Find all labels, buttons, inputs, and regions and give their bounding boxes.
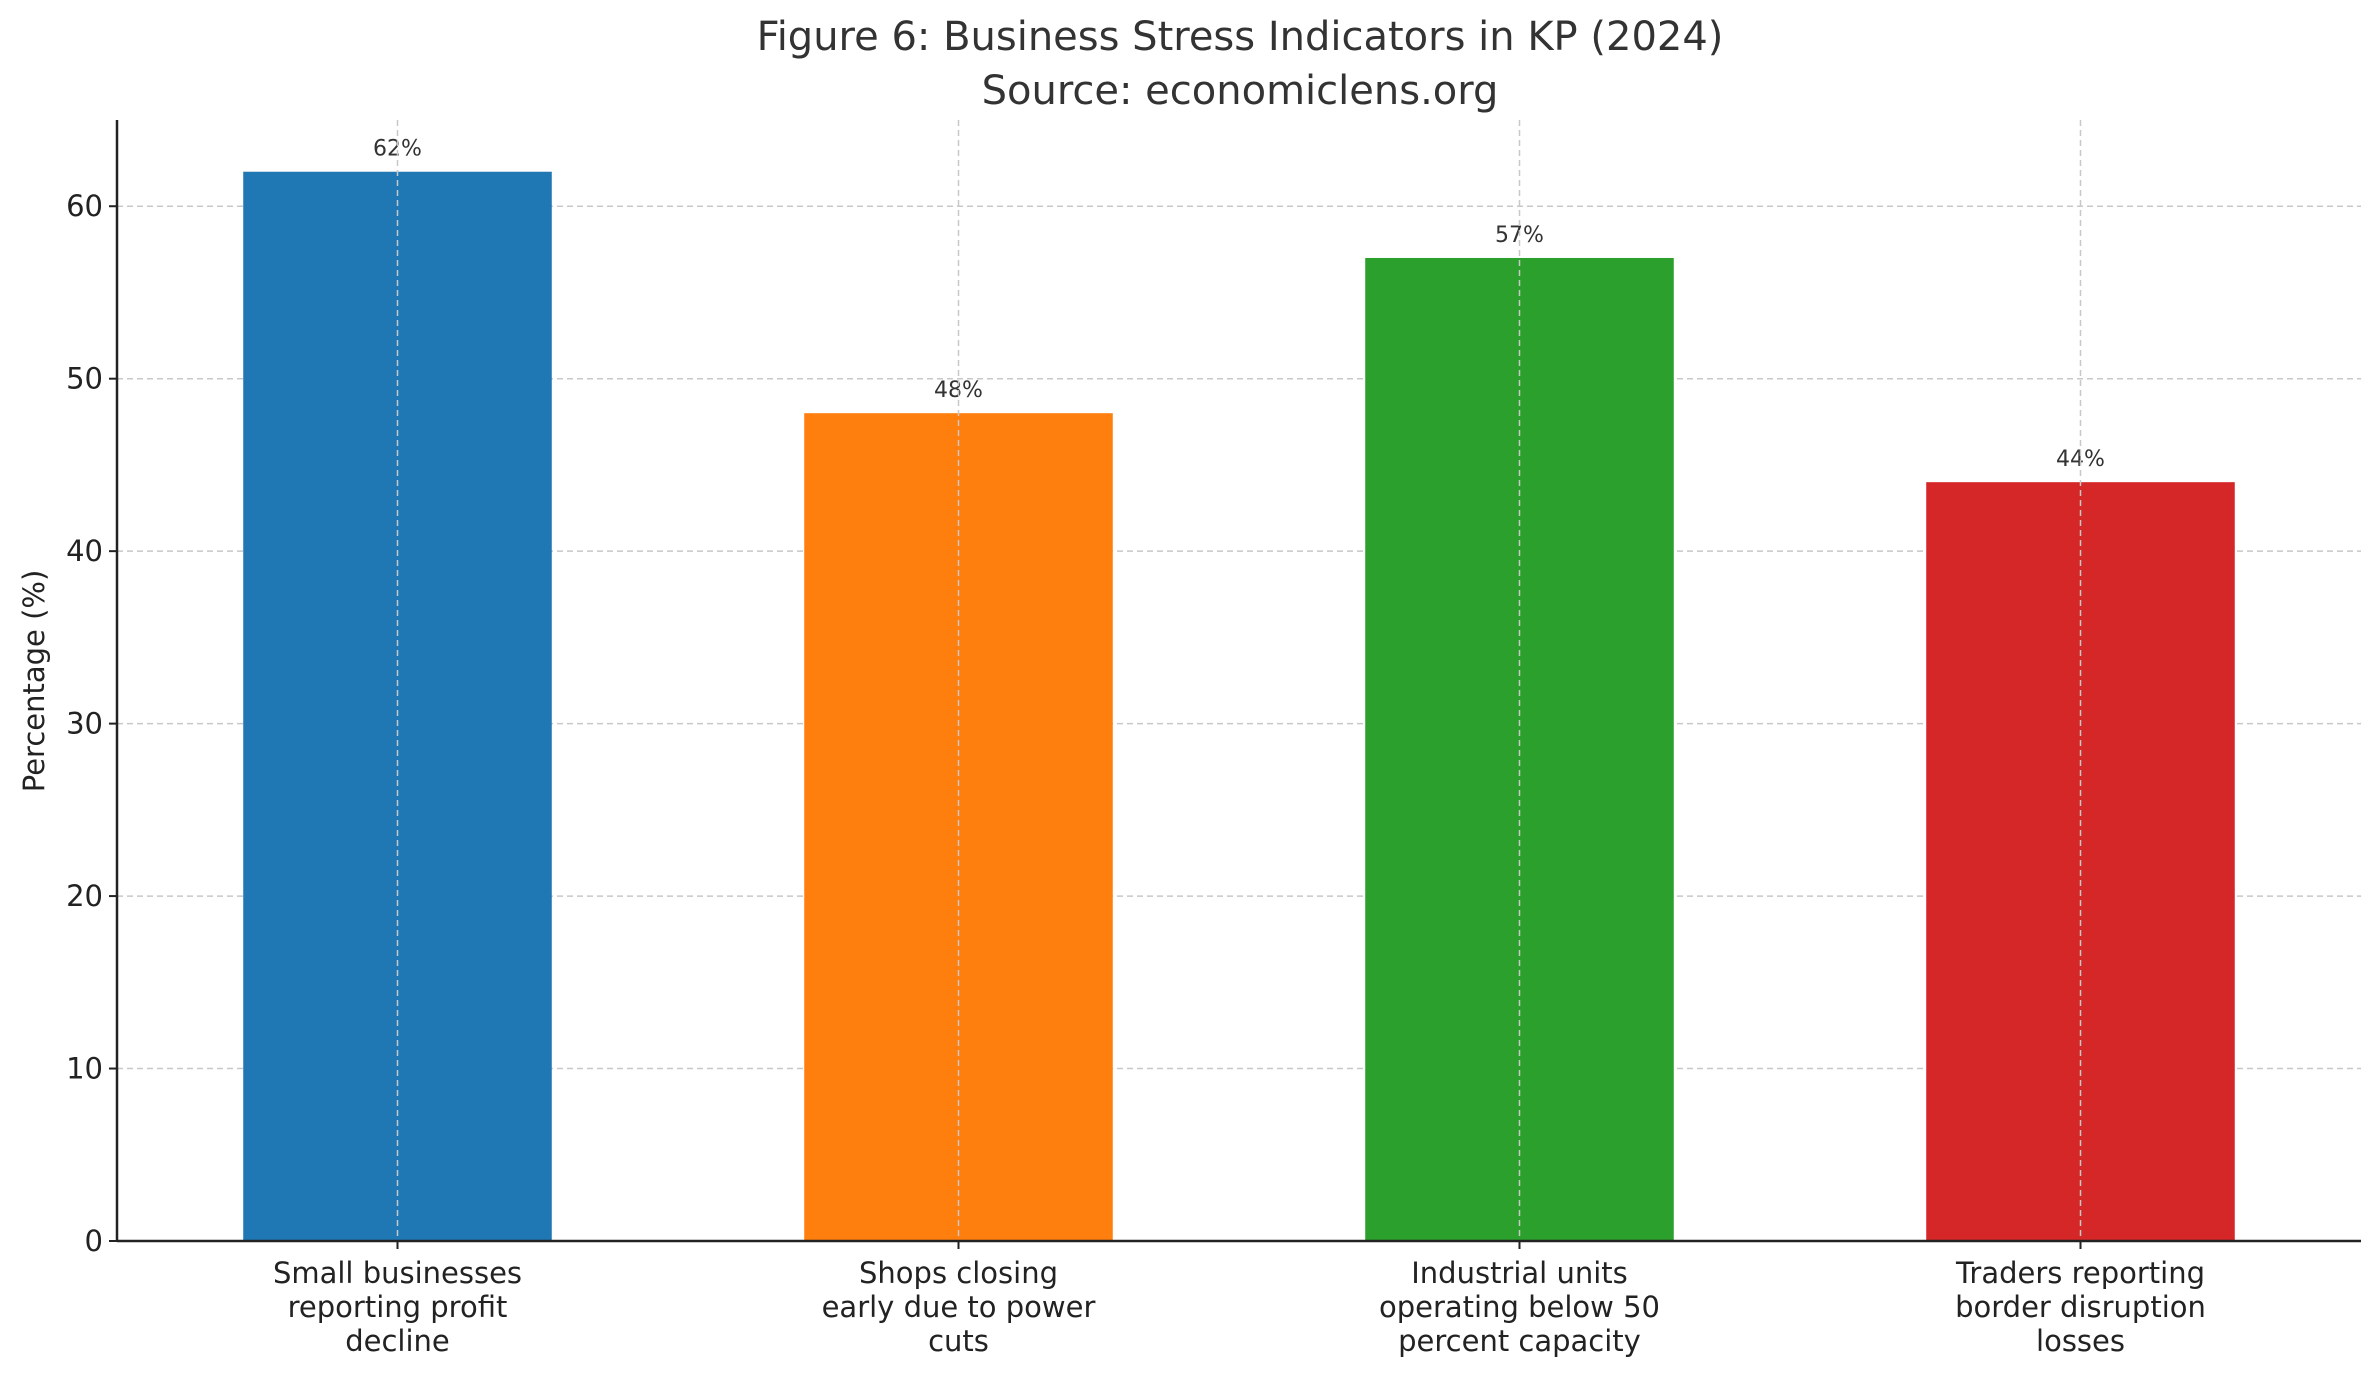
y-tick-label: 20	[66, 879, 103, 913]
y-axis-label: Percentage (%)	[17, 570, 51, 793]
x-tick-label: operating below 50	[1379, 1290, 1660, 1324]
chart-subtitle: Source: economiclens.org	[982, 68, 1499, 114]
y-tick-label: 10	[66, 1052, 103, 1086]
y-tick-label: 0	[85, 1224, 103, 1258]
chart-title: Figure 6: Business Stress Indicators in …	[757, 14, 1724, 60]
x-tick-label: losses	[2036, 1324, 2125, 1358]
x-tick-label: decline	[345, 1324, 450, 1358]
x-tick-label: Shops closing	[859, 1256, 1058, 1290]
y-tick-label: 30	[66, 707, 103, 741]
x-tick-label: Traders reporting	[1955, 1256, 2205, 1290]
x-tick-label: reporting profit	[288, 1290, 508, 1324]
x-tick-label: percent capacity	[1398, 1324, 1641, 1358]
y-tick-label: 50	[66, 362, 103, 396]
x-tick-label: border disruption	[1955, 1290, 2206, 1324]
bar	[804, 413, 1113, 1242]
x-tick-label: cuts	[928, 1324, 989, 1358]
x-tick-label: Small businesses	[273, 1256, 522, 1290]
y-tick-label: 40	[66, 534, 103, 568]
y-tick-label: 60	[66, 189, 103, 223]
x-tick-label: Industrial units	[1411, 1256, 1628, 1290]
x-tick-label: early due to power	[822, 1290, 1096, 1324]
